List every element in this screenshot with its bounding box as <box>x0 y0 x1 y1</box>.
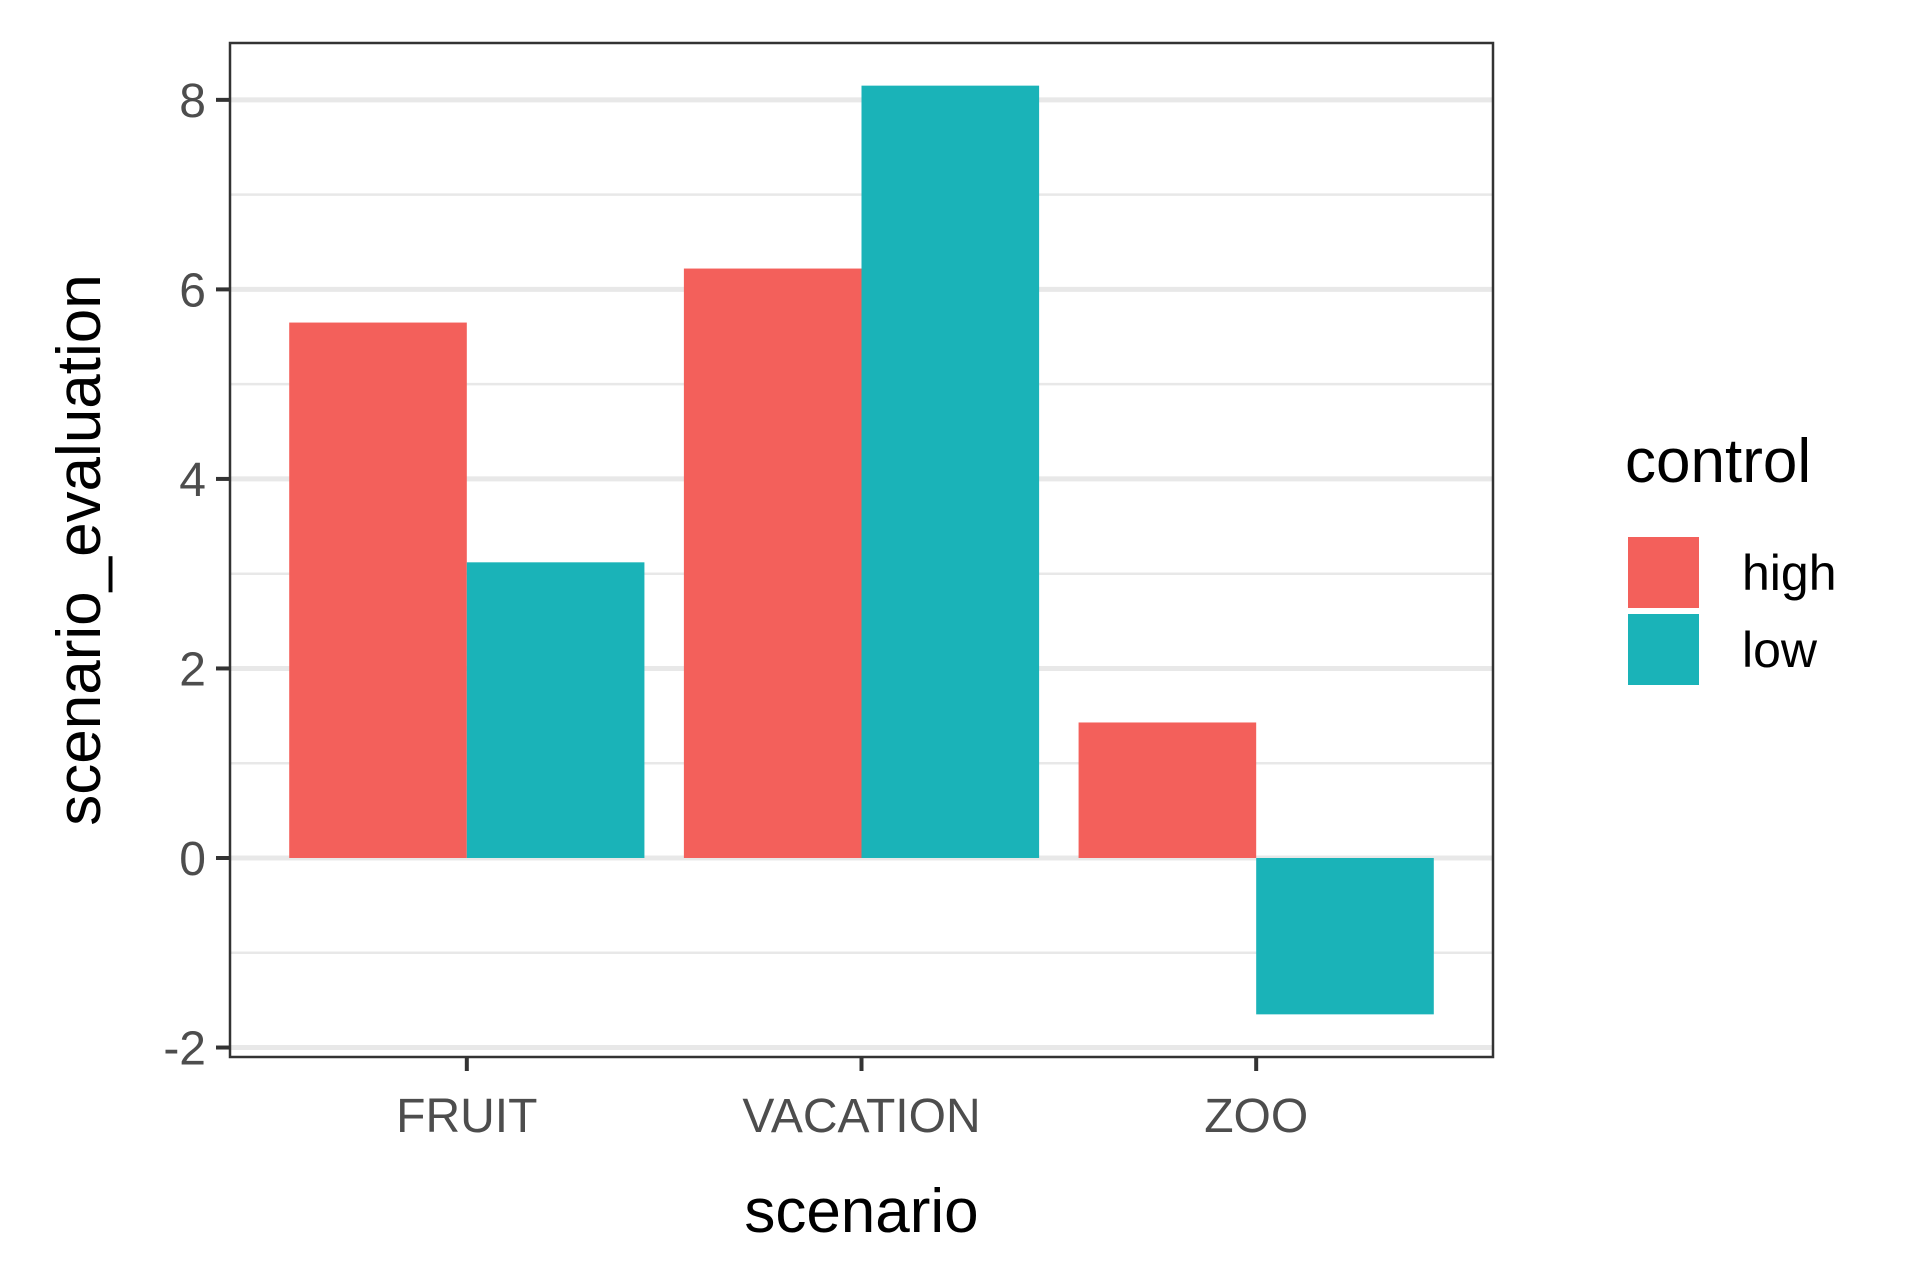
y-tick-label: 0 <box>179 833 206 886</box>
y-tick-label: 8 <box>179 75 206 128</box>
bar-vacation-low <box>861 85 1040 858</box>
y-axis-ticks: -2 0 2 4 6 8 <box>163 75 230 1076</box>
bar-zoo-low <box>1256 857 1434 1015</box>
y-tick-label: 2 <box>179 643 206 696</box>
legend-key-low <box>1628 614 1699 685</box>
legend-key-high <box>1628 537 1699 608</box>
y-tick-label: 6 <box>179 264 206 317</box>
x-tick-label: FRUIT <box>396 1090 537 1143</box>
legend-label-low: low <box>1742 622 1818 678</box>
y-axis-title: scenario_evaluation <box>45 274 114 826</box>
legend-items: high low <box>1628 537 1837 685</box>
bars <box>289 85 1434 1015</box>
legend: control high low <box>1625 427 1837 685</box>
x-tick-label: ZOO <box>1204 1090 1308 1143</box>
legend-label-high: high <box>1742 545 1837 601</box>
bar-vacation-high <box>683 268 862 858</box>
y-tick-label: -2 <box>163 1023 206 1076</box>
x-axis-title: scenario <box>744 1177 978 1246</box>
x-axis-ticks: FRUIT VACATION ZOO <box>396 1057 1308 1143</box>
y-tick-label: 4 <box>179 454 206 507</box>
x-tick-label: VACATION <box>742 1090 980 1143</box>
bar-fruit-low <box>466 562 645 858</box>
legend-title: control <box>1625 427 1811 496</box>
bar-zoo-high <box>1078 722 1257 858</box>
bar-fruit-high <box>289 322 467 858</box>
